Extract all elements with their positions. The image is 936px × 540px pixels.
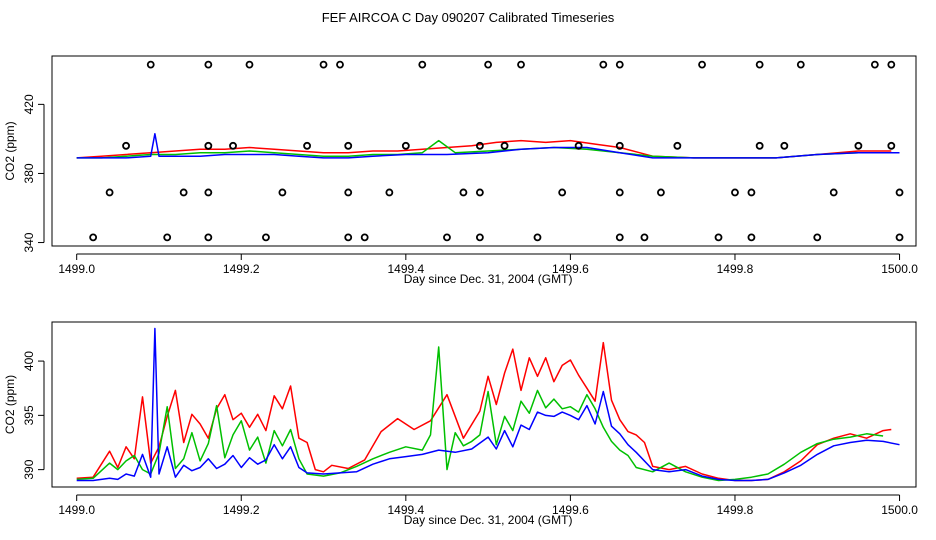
x-tick-label: 1499.0 bbox=[58, 503, 95, 517]
data-point-marker bbox=[657, 188, 665, 197]
data-point-marker bbox=[204, 60, 213, 69]
x-axis-title: Day since Dec. 31, 2004 (GMT) bbox=[404, 272, 573, 286]
data-point-marker bbox=[731, 188, 739, 197]
series-line-green bbox=[76, 346, 884, 482]
data-point-marker bbox=[146, 60, 155, 69]
data-point-marker bbox=[385, 188, 394, 197]
data-point-marker bbox=[336, 60, 344, 69]
data-point-marker bbox=[895, 233, 904, 242]
y-tick-label: 340 bbox=[22, 232, 36, 252]
x-axis-title: Day since Dec. 31, 2004 (GMT) bbox=[404, 513, 573, 527]
data-point-marker bbox=[755, 141, 764, 150]
data-point-marker bbox=[615, 141, 624, 150]
data-point-marker bbox=[813, 233, 822, 242]
data-point-marker bbox=[344, 188, 353, 197]
data-point-marker bbox=[796, 60, 805, 69]
data-point-marker bbox=[484, 60, 493, 69]
x-tick-label: 1499.6 bbox=[552, 503, 589, 517]
y-tick-label: 420 bbox=[22, 94, 36, 114]
data-point-marker bbox=[89, 233, 98, 242]
data-point-marker bbox=[887, 141, 896, 150]
data-point-marker bbox=[640, 233, 649, 242]
x-tick-label: 1499.2 bbox=[223, 262, 260, 276]
data-point-marker bbox=[747, 233, 756, 242]
data-point-marker bbox=[245, 60, 254, 69]
data-point-marker bbox=[698, 60, 706, 69]
series-line-blue bbox=[76, 132, 900, 159]
plot-frame bbox=[51, 321, 917, 488]
series-line-blue bbox=[76, 327, 900, 482]
data-point-marker bbox=[747, 188, 756, 197]
series-line-red bbox=[76, 139, 892, 159]
data-point-marker bbox=[204, 141, 213, 150]
y-tick-label: 390 bbox=[22, 459, 36, 479]
data-point-marker bbox=[344, 141, 353, 150]
x-tick-label: 1499.8 bbox=[717, 503, 754, 517]
y-tick-label: 400 bbox=[22, 351, 36, 371]
data-point-marker bbox=[829, 188, 838, 197]
data-point-marker bbox=[615, 60, 624, 69]
data-point-marker bbox=[870, 60, 879, 69]
y-tick-label: 395 bbox=[22, 405, 36, 425]
data-point-marker bbox=[105, 188, 114, 197]
data-point-marker bbox=[780, 141, 789, 150]
data-point-marker bbox=[755, 60, 764, 69]
data-point-marker bbox=[303, 141, 311, 150]
data-point-marker bbox=[475, 233, 484, 242]
data-point-marker bbox=[229, 141, 237, 150]
data-point-marker bbox=[319, 60, 328, 69]
x-tick-label: 1499.4 bbox=[387, 503, 424, 517]
y-axis-title: CO2 (ppm) bbox=[3, 375, 17, 434]
data-point-marker bbox=[278, 188, 287, 197]
data-point-marker bbox=[895, 188, 904, 197]
bottom-chart-panel: 1499.0 1499.2 1499.4 1499.6 1499.8 1500.0 Day … bbox=[3, 321, 918, 527]
data-point-marker bbox=[714, 233, 723, 242]
data-point-marker bbox=[163, 233, 172, 242]
data-point-marker bbox=[360, 233, 369, 242]
data-point-marker bbox=[517, 60, 525, 69]
data-point-marker bbox=[262, 233, 270, 242]
top-chart-panel: 1499.0 1499.2 1499.4 1499.6 1499.8 1500.0 Day … bbox=[3, 55, 918, 286]
data-point-marker bbox=[615, 188, 624, 197]
x-tick-label: 1499.0 bbox=[58, 262, 95, 276]
data-point-marker bbox=[179, 188, 188, 197]
series-line-red bbox=[76, 341, 892, 482]
figure-title: FEF AIRCOA C Day 090207 Calibrated Times… bbox=[322, 10, 615, 25]
y-tick-label: 380 bbox=[22, 163, 36, 183]
plot-frame bbox=[51, 55, 917, 247]
data-point-marker bbox=[475, 141, 484, 150]
x-tick-label: 1499.8 bbox=[717, 262, 754, 276]
data-point-marker bbox=[533, 233, 542, 242]
data-point-marker bbox=[401, 141, 410, 150]
y-axis-title: CO2 (ppm) bbox=[3, 121, 17, 180]
x-tick-label: 1500.0 bbox=[881, 262, 918, 276]
data-point-marker bbox=[204, 233, 213, 242]
data-point-marker bbox=[122, 141, 130, 150]
data-point-marker bbox=[475, 188, 484, 197]
data-point-marker bbox=[204, 188, 213, 197]
data-point-marker bbox=[558, 188, 567, 197]
x-tick-label: 1499.2 bbox=[223, 503, 260, 517]
data-point-marker bbox=[887, 60, 896, 69]
x-tick-label: 1499.6 bbox=[552, 262, 589, 276]
data-point-marker bbox=[673, 141, 682, 150]
data-point-marker bbox=[459, 188, 468, 197]
data-point-marker bbox=[854, 141, 863, 150]
data-point-marker bbox=[500, 141, 509, 150]
x-tick-label: 1500.0 bbox=[881, 503, 918, 517]
data-point-marker bbox=[599, 60, 608, 69]
data-point-marker bbox=[574, 141, 583, 150]
data-point-marker bbox=[344, 233, 353, 242]
data-point-marker bbox=[443, 233, 451, 242]
data-point-marker bbox=[418, 60, 427, 69]
data-point-marker bbox=[615, 233, 624, 242]
x-tick-label: 1499.4 bbox=[387, 262, 424, 276]
